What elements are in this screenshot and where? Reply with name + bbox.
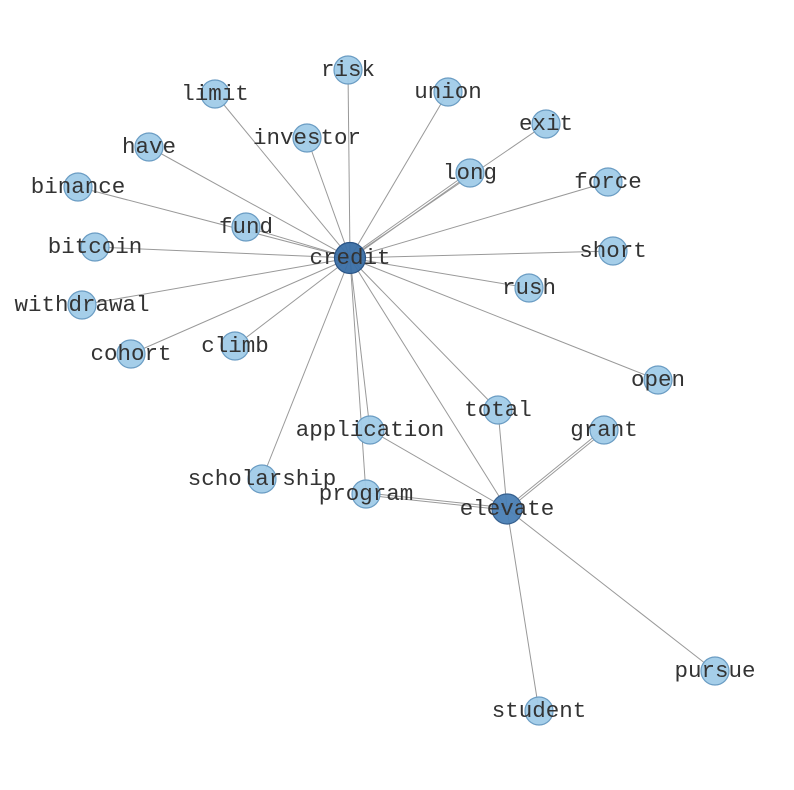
svg-text:fund: fund [219,214,273,240]
svg-text:cohort: cohort [90,341,171,367]
svg-text:pursue: pursue [674,658,755,684]
svg-text:limit: limit [181,81,249,107]
svg-text:exit: exit [519,111,573,137]
svg-text:open: open [631,367,685,393]
svg-text:union: union [414,79,482,105]
svg-text:rush: rush [502,275,556,301]
svg-text:total: total [464,397,532,423]
svg-text:program: program [319,481,414,507]
svg-text:long: long [443,160,497,186]
svg-text:binance: binance [31,174,126,200]
svg-text:application: application [296,417,445,443]
svg-text:grant: grant [570,417,638,443]
svg-text:short: short [579,238,647,264]
svg-text:force: force [574,169,642,195]
svg-text:bitcoin: bitcoin [48,234,143,260]
svg-text:credit: credit [309,245,390,271]
svg-text:scholarship: scholarship [188,466,337,492]
svg-text:student: student [492,698,587,724]
svg-text:elevate: elevate [460,496,555,522]
svg-text:climb: climb [201,333,269,359]
svg-text:investor: investor [253,125,361,151]
svg-text:have: have [122,134,176,160]
svg-text:withdrawal: withdrawal [14,292,149,318]
svg-text:risk: risk [321,57,375,83]
